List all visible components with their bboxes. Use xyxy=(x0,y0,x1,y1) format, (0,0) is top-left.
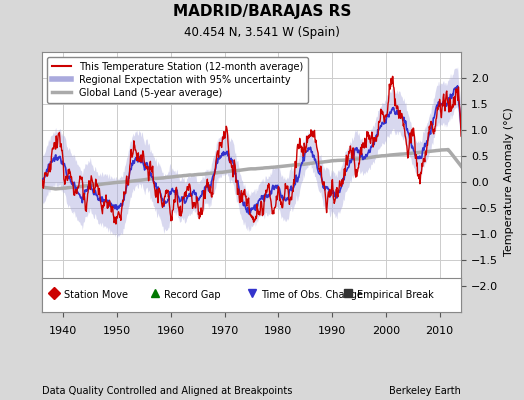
Text: Station Move: Station Move xyxy=(64,290,128,300)
Text: Empirical Break: Empirical Break xyxy=(357,290,434,300)
Text: 1940: 1940 xyxy=(49,326,78,336)
Text: 2000: 2000 xyxy=(372,326,400,336)
Text: Record Gap: Record Gap xyxy=(165,290,221,300)
Text: 40.454 N, 3.541 W (Spain): 40.454 N, 3.541 W (Spain) xyxy=(184,26,340,39)
Text: Berkeley Earth: Berkeley Earth xyxy=(389,386,461,396)
Text: 1960: 1960 xyxy=(157,326,185,336)
Text: 1970: 1970 xyxy=(211,326,239,336)
Text: 2010: 2010 xyxy=(425,326,454,336)
Y-axis label: Temperature Anomaly (°C): Temperature Anomaly (°C) xyxy=(504,108,514,256)
Text: Time of Obs. Change: Time of Obs. Change xyxy=(261,290,363,300)
Text: 1990: 1990 xyxy=(318,326,346,336)
Text: Data Quality Controlled and Aligned at Breakpoints: Data Quality Controlled and Aligned at B… xyxy=(42,386,292,396)
Text: 1980: 1980 xyxy=(264,326,292,336)
Text: MADRID/BARAJAS RS: MADRID/BARAJAS RS xyxy=(173,4,351,19)
Text: 1950: 1950 xyxy=(103,326,131,336)
Legend: This Temperature Station (12-month average), Regional Expectation with 95% uncer: This Temperature Station (12-month avera… xyxy=(47,57,308,103)
